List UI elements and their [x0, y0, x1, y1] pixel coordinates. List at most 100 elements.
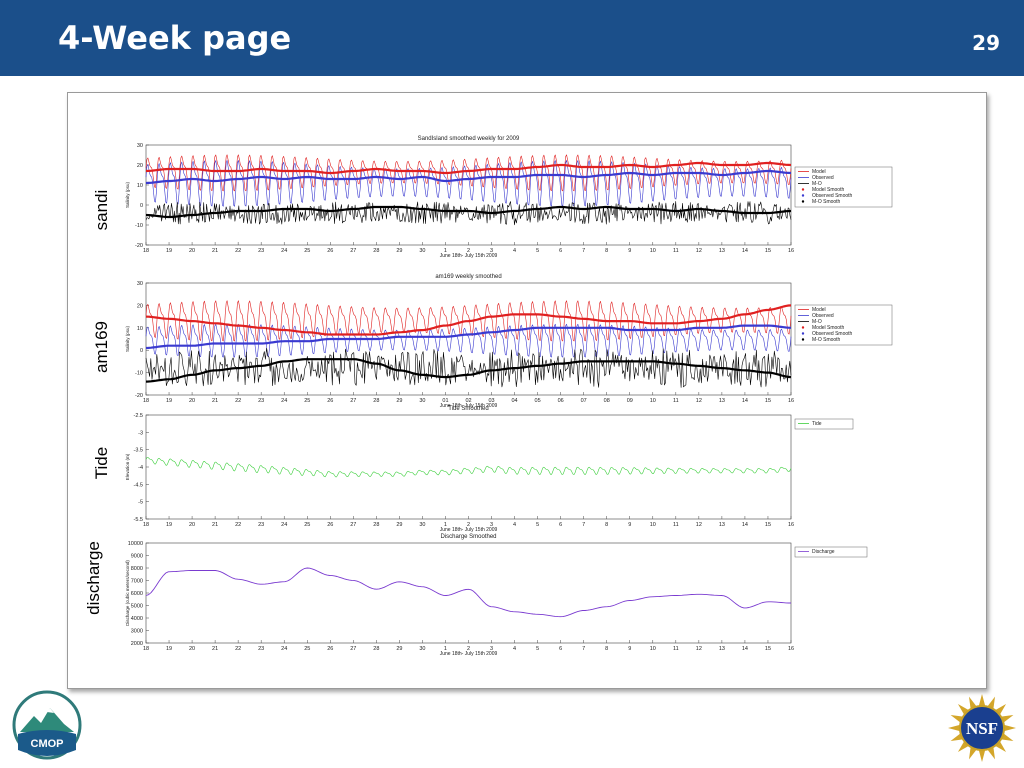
x-tick-label: 8 [605, 522, 608, 528]
series-line-m-o [145, 201, 792, 226]
x-tick-label: 05 [535, 398, 541, 404]
chart-title: Discharge Smoothed [440, 534, 496, 540]
x-tick-label: 04 [512, 398, 518, 404]
x-tick-label: 22 [235, 398, 241, 404]
series-line-model-smooth [145, 304, 792, 336]
panel-label-sandi: sandi [92, 189, 111, 231]
x-tick-label: 14 [742, 646, 748, 652]
y-tick-label: 5000 [131, 604, 143, 610]
x-tick-label: 7 [582, 646, 585, 652]
series-line-discharge [145, 567, 791, 618]
x-tick-label: 6 [559, 522, 562, 528]
x-tick-label: 15 [765, 646, 771, 652]
x-tick-label: 21 [212, 398, 218, 404]
x-tick-label: 5 [536, 646, 539, 652]
x-tick-label: 16 [788, 646, 794, 652]
series-line-observed [145, 160, 792, 207]
x-tick-label: 24 [281, 398, 287, 404]
x-tick-label: 9 [628, 248, 631, 254]
x-tick-label: 8 [605, 248, 608, 254]
x-tick-label: 3 [490, 522, 493, 528]
chart-title: SandIsland smoothed weekly for 2009 [418, 136, 520, 142]
x-tick-label: 01 [442, 398, 448, 404]
x-tick-label: 24 [281, 646, 287, 652]
x-tick-label: 14 [742, 248, 748, 254]
x-tick-label: 24 [281, 522, 287, 528]
x-tick-label: 26 [327, 646, 333, 652]
x-tick-label: 29 [396, 522, 402, 528]
x-tick-label: 14 [742, 522, 748, 528]
y-tick-label: 2000 [131, 641, 143, 647]
y-tick-label: 4000 [131, 616, 143, 622]
y-axis-label: Elevation (m) [125, 453, 130, 480]
nsf-logo: NSF [948, 694, 1016, 762]
y-tick-label: -10 [135, 371, 143, 377]
y-tick-label: -5 [138, 500, 143, 506]
legend-marker [801, 332, 805, 335]
x-tick-label: 09 [627, 398, 633, 404]
series-line-observed-smooth [145, 324, 792, 350]
x-tick-label: 25 [304, 248, 310, 254]
x-tick-label: 13 [719, 646, 725, 652]
y-tick-label: 20 [137, 163, 143, 169]
x-tick-label: 13 [719, 522, 725, 528]
x-tick-label: 21 [212, 522, 218, 528]
nsf-ray [950, 714, 964, 723]
x-tick-label: 15 [765, 398, 771, 404]
nsf-ray [1003, 724, 1016, 732]
x-tick-label: 28 [373, 646, 379, 652]
y-tick-label: 8000 [131, 566, 143, 572]
legend-label: Model Smooth [812, 187, 844, 193]
y-tick-label: 10000 [128, 541, 143, 547]
x-tick-label: 28 [373, 248, 379, 254]
chart-title: Tide Smoothed [448, 406, 488, 412]
nsf-ray [978, 749, 986, 762]
legend-label: Observed Smooth [812, 193, 853, 199]
x-tick-label: 08 [604, 398, 610, 404]
legend-label: Model Smooth [812, 325, 844, 331]
cmop-logo-text: CMOP [31, 738, 64, 750]
nsf-ray [1000, 714, 1014, 723]
chart-panel-4: Discharge Smoothed 10000 9000 8000 7000 6000 5… [125, 534, 868, 657]
x-tick-label: 19 [166, 646, 172, 652]
legend-marker [801, 326, 805, 329]
x-tick-label: 10 [650, 398, 656, 404]
legend-box [794, 166, 893, 208]
series-line-tide [145, 457, 792, 478]
x-tick-label: 13 [719, 248, 725, 254]
x-tick-label: 23 [258, 248, 264, 254]
x-tick-label: 2 [467, 646, 470, 652]
x-tick-label: 28 [373, 522, 379, 528]
x-tick-label: 27 [350, 398, 356, 404]
x-tick-label: 4 [513, 646, 516, 652]
x-tick-label: 21 [212, 248, 218, 254]
x-tick-label: 20 [189, 398, 195, 404]
x-tick-label: 10 [650, 522, 656, 528]
y-tick-label: 9000 [131, 554, 143, 560]
x-tick-label: 18 [143, 522, 149, 528]
x-tick-label: 16 [788, 522, 794, 528]
y-tick-label: -20 [135, 243, 143, 249]
panel-label-am169: am169 [92, 321, 111, 373]
y-tick-label: 30 [137, 281, 143, 287]
x-axis-label: June 18th- July 15th 2009 [440, 651, 498, 657]
nsf-logo-disc [959, 705, 1005, 751]
x-tick-label: 02 [465, 398, 471, 404]
x-tick-label: 26 [327, 522, 333, 528]
legend-marker [801, 188, 805, 191]
nsf-ray [950, 733, 964, 742]
x-tick-label: 15 [765, 522, 771, 528]
x-tick-label: 27 [350, 646, 356, 652]
legend-label: Observed [812, 313, 834, 319]
x-tick-label: 26 [327, 398, 333, 404]
x-tick-label: 2 [467, 522, 470, 528]
y-tick-label: 0 [140, 348, 143, 354]
x-tick-label: 20 [189, 646, 195, 652]
x-tick-label: 16 [788, 398, 794, 404]
x-axis-label: June 18th- July 15th 2009 [440, 527, 498, 533]
legend-marker [801, 200, 805, 203]
x-tick-label: 30 [419, 522, 425, 528]
x-tick-label: 1 [444, 248, 447, 254]
y-tick-label: 10 [137, 183, 143, 189]
